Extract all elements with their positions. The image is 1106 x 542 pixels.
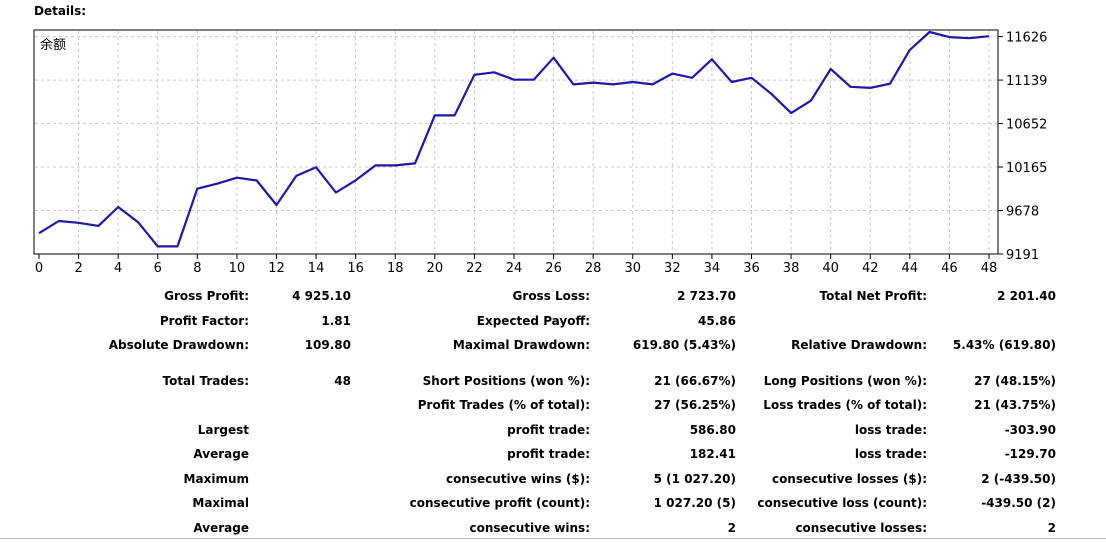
x-tick-label: 34	[704, 261, 721, 276]
largest-loss-label: loss trade:	[854, 423, 927, 437]
profit-trades-label: Profit Trades (% of total):	[417, 398, 590, 412]
total-trades-label: Total Trades:	[162, 374, 249, 388]
x-tick-label: 26	[545, 261, 562, 276]
relative-drawdown-label: Relative Drawdown:	[791, 338, 927, 352]
long-positions-label: Long Positions (won %):	[763, 374, 927, 388]
maximal-consec-profit-label: consecutive profit (count):	[409, 496, 590, 510]
chart-title: 余额	[40, 37, 66, 53]
max-consec-wins-value: 5 (1 027.20)	[653, 472, 736, 486]
x-tick-label: 30	[624, 261, 641, 276]
x-tick-label: 20	[427, 261, 444, 276]
x-tick-label: 0	[35, 261, 43, 276]
max-consec-wins-label: consecutive wins ($):	[445, 472, 590, 486]
relative-drawdown-value: 5.43% (619.80)	[952, 338, 1056, 352]
loss-trades-value: 21 (43.75%)	[974, 398, 1056, 412]
x-tick-label: 6	[154, 261, 162, 276]
largest-profit-value: 586.80	[689, 423, 736, 437]
profit-trades-value: 27 (56.25%)	[654, 398, 736, 412]
x-tick-label: 32	[664, 261, 681, 276]
chart-grid	[35, 31, 997, 253]
balance-chart: 0 2 4 6 8 10 12 14 16 18 20 22 24 26 28 30 32 34 36 38 40 42 4…	[33, 29, 1047, 276]
x-tick-label: 22	[466, 261, 483, 276]
details-heading: Details:	[34, 4, 87, 18]
x-tick-label: 28	[585, 261, 602, 276]
profit-factor-label: Profit Factor:	[159, 314, 249, 328]
short-positions-value: 21 (66.67%)	[654, 374, 736, 388]
long-positions-value: 27 (48.15%)	[974, 374, 1056, 388]
gross-profit-value: 4 925.10	[292, 289, 351, 303]
maximum-label: Maximum	[183, 472, 249, 486]
maximal-drawdown-label: Maximal Drawdown:	[452, 338, 590, 352]
avg-consec-wins-label: consecutive wins:	[469, 521, 590, 535]
x-tick-label: 12	[268, 261, 285, 276]
total-trades-value: 48	[334, 374, 351, 388]
y-tick-label: 11139	[1006, 74, 1047, 89]
expected-payoff-value: 45.86	[698, 314, 736, 328]
x-axis: 0 2 4 6 8 10 12 14 16 18 20 22 24 26 28 30 32 34 36 38 40 42 4…	[35, 254, 997, 276]
maximal-label: Maximal	[192, 496, 249, 510]
x-tick-label: 42	[862, 261, 879, 276]
absolute-drawdown-label: Absolute Drawdown:	[108, 338, 249, 352]
y-tick-label: 10652	[1006, 118, 1047, 133]
x-tick-label: 48	[981, 261, 998, 276]
loss-trades-label: Loss trades (% of total):	[763, 398, 927, 412]
total-net-profit-value: 2 201.40	[997, 289, 1056, 303]
total-net-profit-label: Total Net Profit:	[819, 289, 927, 303]
y-tick-label: 11626	[1006, 31, 1047, 46]
largest-label: Largest	[197, 423, 249, 437]
average2-label: Average	[193, 521, 249, 535]
avg-consec-losses-label: consecutive losses:	[795, 521, 927, 535]
largest-loss-value: -303.90	[1004, 423, 1056, 437]
x-tick-label: 38	[783, 261, 800, 276]
average-loss-value: -129.70	[1004, 447, 1056, 461]
gross-loss-label: Gross Loss:	[512, 289, 590, 303]
max-consec-losses-label: consecutive losses ($):	[771, 472, 927, 486]
x-tick-label: 18	[387, 261, 404, 276]
x-tick-label: 10	[229, 261, 246, 276]
y-axis: 9191 9678 10165 10652 11139 11626	[998, 31, 1047, 263]
average-profit-label: profit trade:	[507, 447, 590, 461]
x-tick-label: 44	[902, 261, 919, 276]
balance-line	[38, 30, 990, 248]
x-tick-label: 40	[822, 261, 839, 276]
x-tick-label: 16	[347, 261, 364, 276]
avg-consec-losses-value: 2	[1047, 521, 1056, 535]
largest-profit-label: profit trade:	[507, 423, 590, 437]
bottom-divider	[0, 538, 1106, 539]
gross-loss-value: 2 723.70	[677, 289, 736, 303]
average-profit-value: 182.41	[689, 447, 736, 461]
plot-frame	[33, 29, 999, 255]
x-tick-label: 8	[193, 261, 201, 276]
x-tick-label: 46	[941, 261, 958, 276]
x-tick-label: 24	[506, 261, 523, 276]
y-tick-label: 9678	[1006, 205, 1039, 220]
profit-factor-value: 1.81	[321, 314, 351, 328]
x-tick-label: 4	[114, 261, 122, 276]
maximal-drawdown-value: 619.80 (5.43%)	[632, 338, 736, 352]
gross-profit-label: Gross Profit:	[164, 289, 249, 303]
x-tick-label: 2	[74, 261, 82, 276]
max-consec-losses-value: 2 (-439.50)	[981, 472, 1056, 486]
average-label: Average	[193, 447, 249, 461]
short-positions-label: Short Positions (won %):	[422, 374, 590, 388]
maximal-consec-loss-value: -439.50 (2)	[981, 496, 1056, 510]
x-tick-label: 36	[743, 261, 760, 276]
expected-payoff-label: Expected Payoff:	[476, 314, 590, 328]
absolute-drawdown-value: 109.80	[304, 338, 351, 352]
average-loss-label: loss trade:	[854, 447, 927, 461]
x-tick-label: 14	[308, 261, 325, 276]
y-tick-label: 9191	[1006, 248, 1039, 263]
y-tick-label: 10165	[1006, 161, 1047, 176]
avg-consec-wins-value: 2	[727, 521, 736, 535]
maximal-consec-loss-label: consecutive loss (count):	[757, 496, 927, 510]
maximal-consec-profit-value: 1 027.20 (5)	[653, 496, 736, 510]
